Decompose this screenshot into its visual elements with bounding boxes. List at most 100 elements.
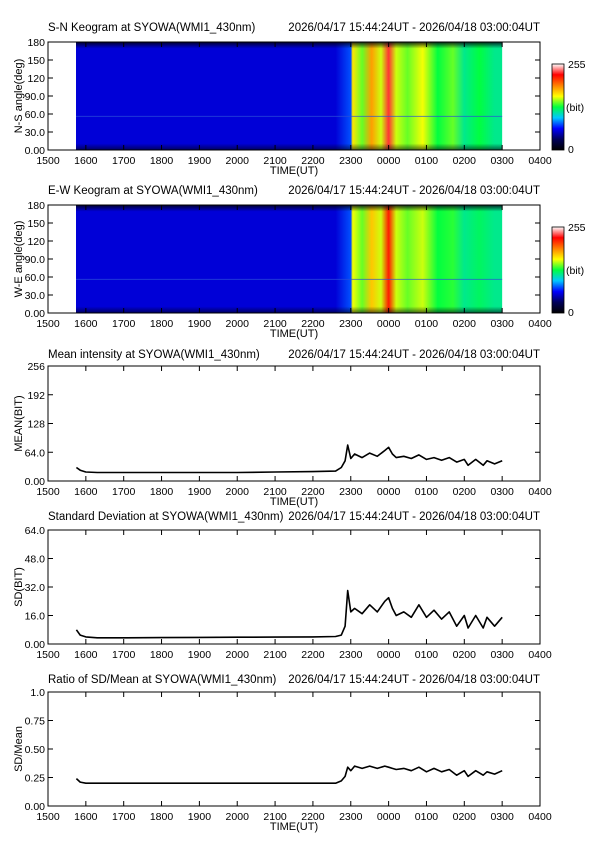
x-tick-label: 2300 <box>339 318 363 330</box>
panel-1: S-N Keogram at SYOWA(WMI1_430nm) 2026/04/… <box>13 22 586 177</box>
x-tick-label: 1600 <box>74 649 98 661</box>
x-tick-label: 0400 <box>528 811 552 823</box>
panel-time-range: 2026/04/17 15:44:24UT - 2026/04/18 03:00… <box>288 22 540 34</box>
colorbar-max-label: 255 <box>568 222 586 234</box>
x-axis-label: TIME(UT) <box>270 165 318 177</box>
x-tick-label: 1600 <box>74 811 98 823</box>
y-tick-label: 128 <box>27 419 45 431</box>
y-axis-label: SD/Mean <box>13 726 25 772</box>
x-tick-label: 0100 <box>415 649 439 661</box>
series-line <box>75 765 503 784</box>
panel-3: Mean intensity at SYOWA(WMI1_430nm) 2026/… <box>13 349 552 508</box>
x-tick-label: 2300 <box>339 155 363 167</box>
x-tick-label: 1500 <box>36 811 60 823</box>
y-axis-label: MEAN(BIT) <box>13 395 25 451</box>
y-axis-label: W-E angle(deg) <box>13 221 25 298</box>
x-tick-label: 1500 <box>36 318 60 330</box>
x-tick-label: 0000 <box>377 811 401 823</box>
y-tick-label: 64.0 <box>25 447 46 459</box>
panel-time-range: 2026/04/17 15:44:24UT - 2026/04/18 03:00… <box>288 511 540 523</box>
x-tick-label: 0300 <box>490 318 514 330</box>
panel-time-range: 2026/04/17 15:44:24UT - 2026/04/18 03:00… <box>288 349 540 361</box>
y-tick-label: 1.0 <box>30 687 45 699</box>
x-tick-label: 1700 <box>112 486 136 498</box>
y-tick-label: 32.0 <box>25 582 46 594</box>
x-tick-label: 0300 <box>490 811 514 823</box>
x-tick-label: 0200 <box>453 155 477 167</box>
x-tick-label: 1900 <box>188 318 212 330</box>
x-tick-label: 1700 <box>112 155 136 167</box>
x-tick-label: 2000 <box>226 318 250 330</box>
x-tick-label: 1700 <box>112 318 136 330</box>
y-tick-label: 16.0 <box>25 611 46 623</box>
y-tick-label: 90.0 <box>25 254 46 266</box>
x-tick-label: 0200 <box>453 811 477 823</box>
x-tick-label: 1800 <box>150 318 174 330</box>
y-tick-label: 64.0 <box>25 525 46 537</box>
y-tick-label: 256 <box>27 361 45 373</box>
x-tick-label: 0000 <box>377 486 401 498</box>
keogram-edge-shade <box>76 205 503 313</box>
x-tick-label: 1800 <box>150 649 174 661</box>
y-tick-label: 0.00 <box>25 801 46 813</box>
y-tick-label: 0.75 <box>25 716 46 728</box>
x-tick-label: 2300 <box>339 811 363 823</box>
y-tick-label: 0.00 <box>25 145 46 157</box>
plot-frame <box>47 529 541 645</box>
x-tick-label: 1800 <box>150 811 174 823</box>
x-tick-label: 0400 <box>528 318 552 330</box>
x-tick-label: 2000 <box>226 486 250 498</box>
x-tick-label: 2200 <box>301 155 325 167</box>
y-tick-label: 120 <box>27 73 45 85</box>
x-tick-label: 1500 <box>36 155 60 167</box>
x-axis-label: TIME(UT) <box>270 821 318 833</box>
x-tick-label: 1600 <box>74 486 98 498</box>
panel-2: E-W Keogram at SYOWA(WMI1_430nm) 2026/04/… <box>13 185 586 340</box>
y-tick-label: 0.50 <box>25 744 46 756</box>
colorbar-unit-label: (bit) <box>566 102 584 114</box>
x-tick-label: 2200 <box>301 811 325 823</box>
x-tick-label: 1900 <box>188 649 212 661</box>
x-tick-label: 2100 <box>263 155 287 167</box>
colorbar-unit-label: (bit) <box>566 265 584 277</box>
panel-time-range: 2026/04/17 15:44:24UT - 2026/04/18 03:00… <box>288 674 540 686</box>
y-tick-label: 150 <box>27 55 45 67</box>
y-tick-label: 0.00 <box>25 476 46 488</box>
x-tick-label: 0400 <box>528 649 552 661</box>
panel-4: Standard Deviation at SYOWA(WMI1_430nm) 2… <box>13 511 552 661</box>
colorbar <box>551 226 565 314</box>
y-tick-label: 192 <box>27 390 45 402</box>
x-tick-label: 1600 <box>74 155 98 167</box>
colorbar-max-label: 255 <box>568 59 586 71</box>
x-tick-label: 2300 <box>339 486 363 498</box>
x-tick-label: 2100 <box>263 318 287 330</box>
x-tick-label: 1800 <box>150 155 174 167</box>
y-tick-label: 0.00 <box>25 639 46 651</box>
x-tick-label: 1500 <box>36 649 60 661</box>
panel-5: Ratio of SD/Mean at SYOWA(WMI1_430nm) 202… <box>13 674 552 833</box>
x-tick-label: 0400 <box>528 486 552 498</box>
colorbar-min-label: 0 <box>568 144 574 156</box>
y-tick-label: 0.00 <box>25 308 46 320</box>
x-tick-label: 0000 <box>377 649 401 661</box>
y-tick-label: 150 <box>27 218 45 230</box>
y-tick-label: 48.0 <box>25 554 46 566</box>
colorbar-min-label: 0 <box>568 307 574 319</box>
x-tick-label: 0400 <box>528 155 552 167</box>
panel-title: S-N Keogram at SYOWA(WMI1_430nm) <box>48 22 255 34</box>
x-tick-label: 1500 <box>36 486 60 498</box>
x-tick-label: 2200 <box>301 649 325 661</box>
x-tick-label: 1700 <box>112 649 136 661</box>
x-tick-label: 1900 <box>188 811 212 823</box>
panel-title: Ratio of SD/Mean at SYOWA(WMI1_430nm) <box>48 674 277 686</box>
y-tick-label: 30.0 <box>25 290 46 302</box>
y-tick-label: 120 <box>27 236 45 248</box>
x-tick-label: 0300 <box>490 649 514 661</box>
x-tick-label: 0100 <box>415 811 439 823</box>
x-axis-label: TIME(UT) <box>270 496 318 508</box>
x-tick-label: 1900 <box>188 155 212 167</box>
x-tick-label: 0200 <box>453 486 477 498</box>
x-tick-label: 1700 <box>112 811 136 823</box>
x-axis-label: TIME(UT) <box>270 328 318 340</box>
